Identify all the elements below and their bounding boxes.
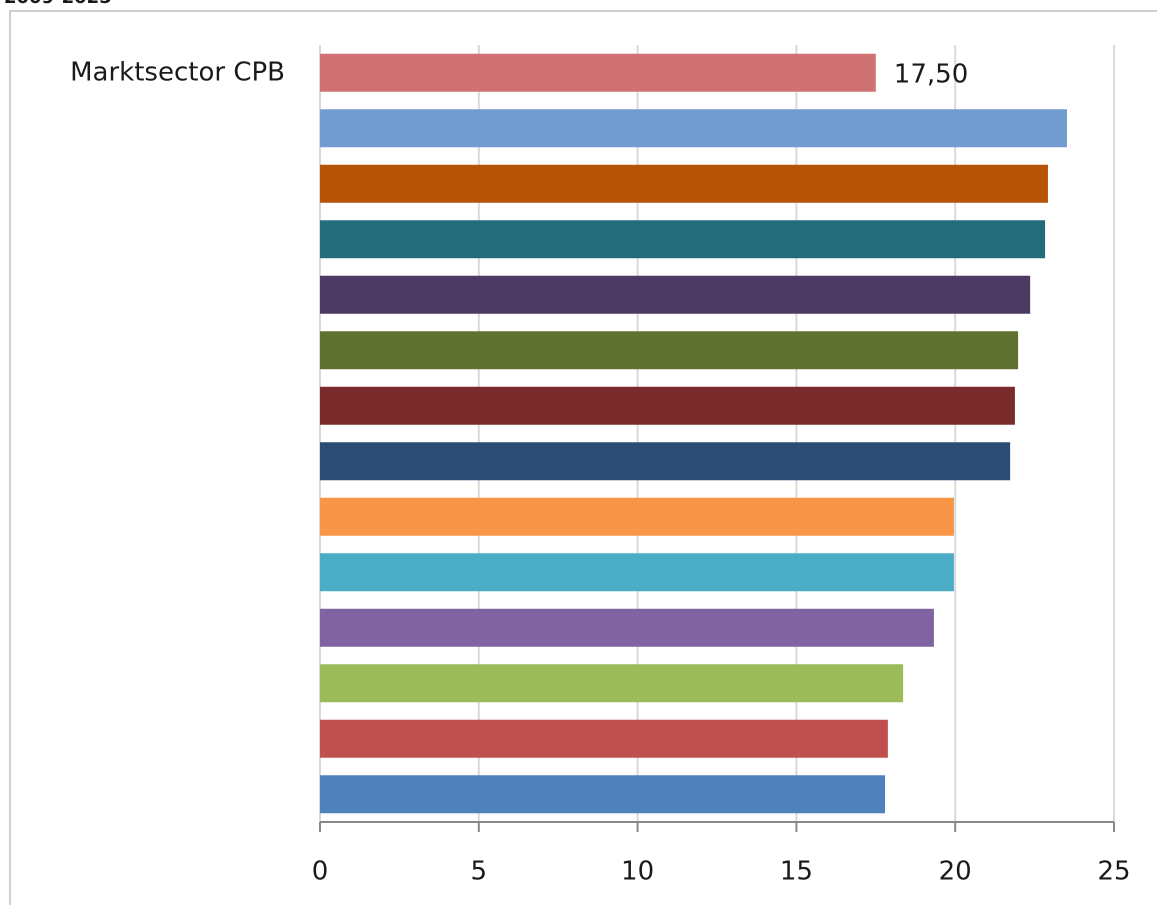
x-tick-label: 20 [939, 857, 972, 887]
value-label: 17,50 [894, 59, 968, 89]
bar [320, 608, 934, 647]
bar [320, 220, 1046, 259]
bar [320, 109, 1067, 148]
bar [320, 386, 1015, 425]
x-tick-label: 25 [1097, 857, 1130, 887]
x-tick-label: 10 [621, 857, 654, 887]
bar [320, 719, 888, 758]
x-tick-label: 0 [312, 857, 329, 887]
bar [320, 775, 886, 814]
bar [320, 53, 876, 92]
y-tick-label: Marktsector CPB [70, 57, 285, 87]
x-tick-label: 15 [780, 857, 813, 887]
bar [320, 497, 954, 536]
bar [320, 164, 1048, 203]
bar [320, 275, 1031, 314]
x-tick-label: 5 [471, 857, 488, 887]
bar [320, 331, 1019, 370]
bar [320, 442, 1011, 481]
bar [320, 553, 954, 592]
bar [320, 664, 904, 703]
chart-frame [9, 10, 1157, 905]
